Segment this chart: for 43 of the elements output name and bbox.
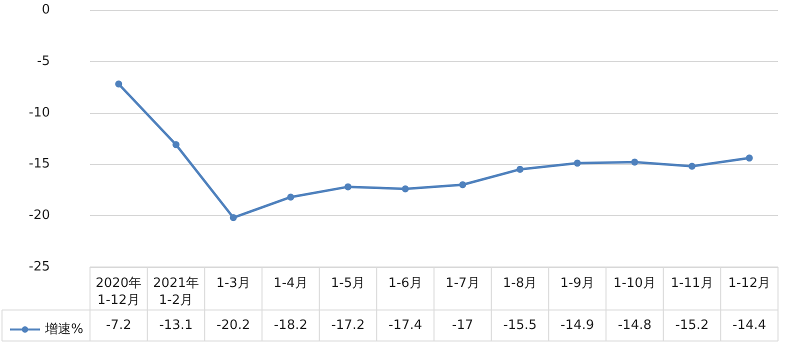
data-label: -13.1 (159, 318, 193, 333)
point (574, 160, 581, 167)
point (115, 80, 122, 88)
legend-label: 增速% (44, 322, 84, 337)
point (688, 162, 696, 170)
point (746, 154, 753, 162)
point (459, 181, 466, 188)
data-label: -20.2 (216, 318, 250, 333)
data-label: -14.4 (732, 318, 766, 333)
x-tick-label: 1-6月 (388, 276, 422, 291)
point (344, 183, 352, 190)
x-tick-label: 1-11月 (670, 276, 714, 291)
data-label: -17 (452, 318, 474, 333)
point (172, 141, 180, 148)
x-tick-label: 1-7月 (446, 276, 480, 291)
point (516, 166, 524, 173)
x-tick-label: 1-10月 (613, 276, 656, 291)
y-tick-label: -5 (37, 54, 50, 69)
x-tick-label: 1-8月 (502, 276, 538, 291)
x-tick-label: 1-9月 (560, 276, 594, 291)
data-label: -7.2 (106, 318, 132, 333)
y-tick-label: -20 (28, 208, 50, 224)
y-tick-label: -10 (28, 105, 50, 120)
x-tick-label: 1-5月 (330, 276, 366, 291)
y-tick-label: -15 (28, 156, 50, 172)
y-tick-label: 0 (42, 2, 50, 18)
data-label: -15.5 (503, 318, 537, 333)
point (631, 158, 638, 166)
x-tick-label: 1-12月 (728, 276, 771, 291)
point (287, 194, 294, 201)
data-label: -14.9 (560, 318, 594, 333)
point (230, 214, 237, 222)
data-label: -17.4 (388, 318, 422, 333)
data-label: -14.8 (618, 318, 652, 333)
data-label: -17.2 (331, 318, 365, 333)
point (402, 185, 409, 192)
x-tick-label: 1-3月 (216, 276, 250, 291)
data-label: -15.2 (675, 318, 709, 333)
data-label: -18.2 (274, 318, 308, 333)
x-tick-label: 2021年 1-2月 (152, 276, 200, 308)
x-tick-label: 1-4月 (274, 276, 308, 291)
y-tick-label: -25 (28, 260, 50, 274)
x-tick-label: 2020年 1-12月 (96, 276, 142, 308)
